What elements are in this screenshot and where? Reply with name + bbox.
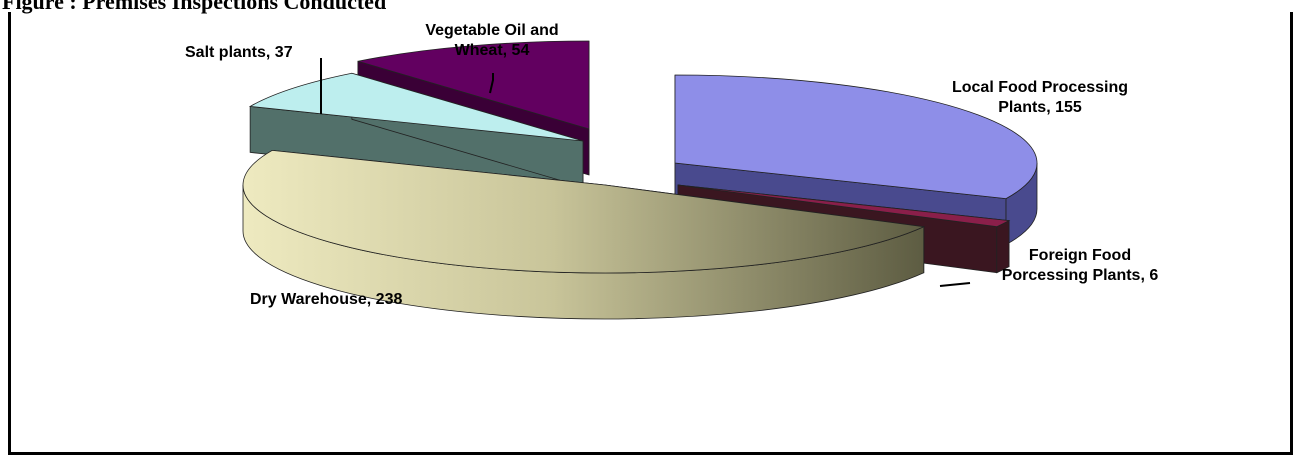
slice-foreign-food-porcessing-plants-wall-0	[996, 219, 1010, 274]
leader-line-foreign-food-porcessing-plants	[939, 282, 971, 287]
leader-line-vegetable-oil-and-wheat	[489, 73, 494, 94]
slice-salt-plants	[248, 72, 584, 188]
data-label-vegetable-oil-and-wheat: Vegetable Oil and Wheat, 54	[425, 22, 558, 59]
slice-salt-plants-top	[248, 72, 584, 142]
data-label-dry-warehouse: Dry Warehouse, 238	[250, 291, 402, 308]
chart-frame	[8, 12, 1293, 455]
data-label-local-food-processing-plants: Local Food Processing Plants, 155	[952, 79, 1128, 116]
slice-foreign-food-porcessing-plants-top	[677, 184, 1011, 228]
slice-dry-warehouse-top	[242, 150, 926, 274]
slice-vegetable-oil-and-wheat-top	[357, 40, 590, 130]
slice-local-food-processing-plants-top	[674, 74, 1038, 200]
data-label-salt-plants: Salt plants, 37	[185, 44, 293, 61]
figure-caption: Figure : Premises Inspections Conducted	[2, 0, 387, 14]
data-label-foreign-food-porcessing-plants: Foreign Food Porcessing Plants, 6	[1002, 247, 1159, 284]
slice-dry-warehouse	[242, 149, 926, 320]
